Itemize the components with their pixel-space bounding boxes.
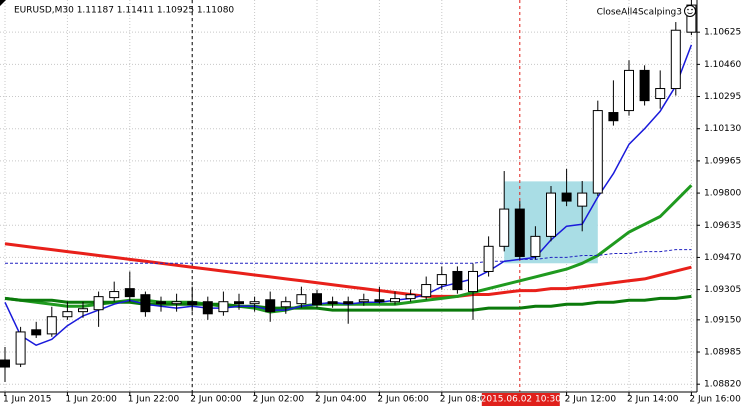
y-tick-label: 1.10625 xyxy=(704,28,741,38)
candle-body xyxy=(140,294,151,313)
candle-body xyxy=(561,192,572,202)
candle-body xyxy=(46,316,57,335)
candle-body xyxy=(218,301,229,313)
candle-body xyxy=(577,192,588,207)
candle-body xyxy=(514,208,525,257)
candle-body xyxy=(109,291,120,299)
indicator-line xyxy=(5,249,692,264)
candle-body xyxy=(358,299,369,303)
x-tick-label: 1 Jun 22:00 xyxy=(128,395,180,405)
candle-body xyxy=(234,301,244,305)
candle-body xyxy=(390,298,400,303)
x-tick-label: 1 Jun 20:00 xyxy=(65,395,117,405)
candle-body xyxy=(592,110,603,194)
candle-body xyxy=(156,301,166,305)
y-tick-label: 1.09635 xyxy=(704,221,741,231)
candle-body xyxy=(436,274,447,286)
candle-body xyxy=(202,301,213,315)
indicator-name: CloseAll4Scalping3 xyxy=(597,8,682,18)
candle-body xyxy=(624,69,634,112)
x-tick-label: 2 Jun 14:00 xyxy=(627,395,679,405)
candle-body xyxy=(639,69,650,102)
candle-body xyxy=(249,301,260,305)
candle-body xyxy=(374,299,385,303)
y-tick-label: 1.09150 xyxy=(704,315,741,325)
candle-body xyxy=(670,29,681,90)
candle-body xyxy=(187,301,198,306)
candle-body xyxy=(171,301,182,305)
y-tick-label: 1.10460 xyxy=(704,60,741,70)
crosshair-label-box xyxy=(481,393,560,406)
y-tick-label: 1.08985 xyxy=(704,348,741,358)
candle-body xyxy=(608,112,619,122)
y-tick-label: 1.10295 xyxy=(704,92,741,102)
x-tick-label: 2 Jun 00:00 xyxy=(190,395,242,405)
candle-body xyxy=(421,284,432,298)
candle-body xyxy=(655,88,666,99)
chart-title: EURUSD,M30 1.11187 1.11411 1.10925 1.110… xyxy=(14,6,234,16)
y-tick-label: 1.10130 xyxy=(704,124,741,134)
candle-body xyxy=(62,311,73,318)
axes: 1.10625 1.10460 1.10295 1.10130 1.09965 1.098… xyxy=(3,28,741,406)
y-tick-label: 1.08820 xyxy=(704,380,741,390)
candle-body xyxy=(296,294,307,305)
candle-body xyxy=(468,270,478,293)
candle-body xyxy=(405,294,416,300)
y-tick-label: 1.09470 xyxy=(704,253,741,263)
y-tick-label: 1.09965 xyxy=(704,156,741,166)
candle-body xyxy=(280,301,291,308)
y-tick-label: 1.09800 xyxy=(704,189,741,199)
candle-body xyxy=(78,308,88,313)
x-tick-label: 2 Jun 12:00 xyxy=(565,395,617,405)
candle-body xyxy=(452,270,463,291)
x-tick-label: 2 Jun 16:00 xyxy=(689,395,741,405)
candle-body xyxy=(686,4,697,33)
candle-body xyxy=(15,331,26,365)
indicator-line xyxy=(4,242,692,298)
x-tick-label: 1 Jun 2015 xyxy=(3,395,51,405)
candles xyxy=(0,0,697,383)
candle-body xyxy=(265,299,276,313)
x-tick-label: 2 Jun 04:00 xyxy=(315,395,367,405)
candle-body xyxy=(93,296,104,311)
y-tick-label: 1.09305 xyxy=(704,285,741,295)
candle-body xyxy=(124,288,135,298)
candle-body xyxy=(31,329,42,336)
candle-body xyxy=(546,192,556,237)
candle-body xyxy=(483,245,494,272)
x-tick-label: 2 Jun 06:00 xyxy=(377,395,429,405)
candle-body xyxy=(530,235,541,257)
candle-body xyxy=(499,208,510,247)
candle-body xyxy=(343,301,354,305)
x-tick-label: 2 Jun 02:00 xyxy=(253,395,305,405)
candle-body xyxy=(312,293,322,306)
indicator-icon xyxy=(684,5,696,17)
candle-body xyxy=(0,359,10,368)
x-tick-label: 2 Jun 08:00 xyxy=(440,395,492,405)
crosshair-label: 2015.06.02 10:30 xyxy=(481,395,562,405)
corner-marker xyxy=(0,0,6,6)
candle-body xyxy=(327,301,338,305)
